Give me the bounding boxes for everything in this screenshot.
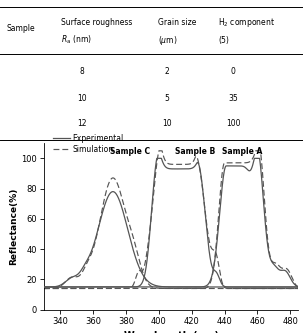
Text: Surface roughness: Surface roughness	[61, 18, 132, 27]
Text: H$_2$ component: H$_2$ component	[218, 16, 275, 29]
Text: Sample: Sample	[6, 24, 35, 33]
Text: Sample B: Sample B	[175, 147, 215, 157]
Text: 10: 10	[162, 119, 171, 128]
Legend: Experimental, Simulation: Experimental, Simulation	[53, 134, 124, 154]
X-axis label: Wavelength (nm): Wavelength (nm)	[124, 331, 219, 333]
Text: Grain size: Grain size	[158, 18, 196, 27]
Text: Sample A: Sample A	[222, 147, 262, 157]
Y-axis label: Reflectance(%): Reflectance(%)	[9, 188, 18, 265]
Text: 0: 0	[231, 67, 236, 76]
Text: 5: 5	[164, 94, 169, 103]
Text: 12: 12	[77, 119, 87, 128]
Text: ($\mu$m): ($\mu$m)	[158, 34, 177, 47]
Text: 35: 35	[228, 94, 238, 103]
Text: 2: 2	[164, 67, 169, 76]
Text: 10: 10	[77, 94, 87, 103]
Text: $R_\mathrm{a}$ (nm): $R_\mathrm{a}$ (nm)	[61, 34, 92, 46]
Text: Sample C: Sample C	[110, 147, 150, 157]
Text: 100: 100	[226, 119, 241, 128]
Text: (5): (5)	[218, 36, 229, 45]
Text: 8: 8	[79, 67, 84, 76]
